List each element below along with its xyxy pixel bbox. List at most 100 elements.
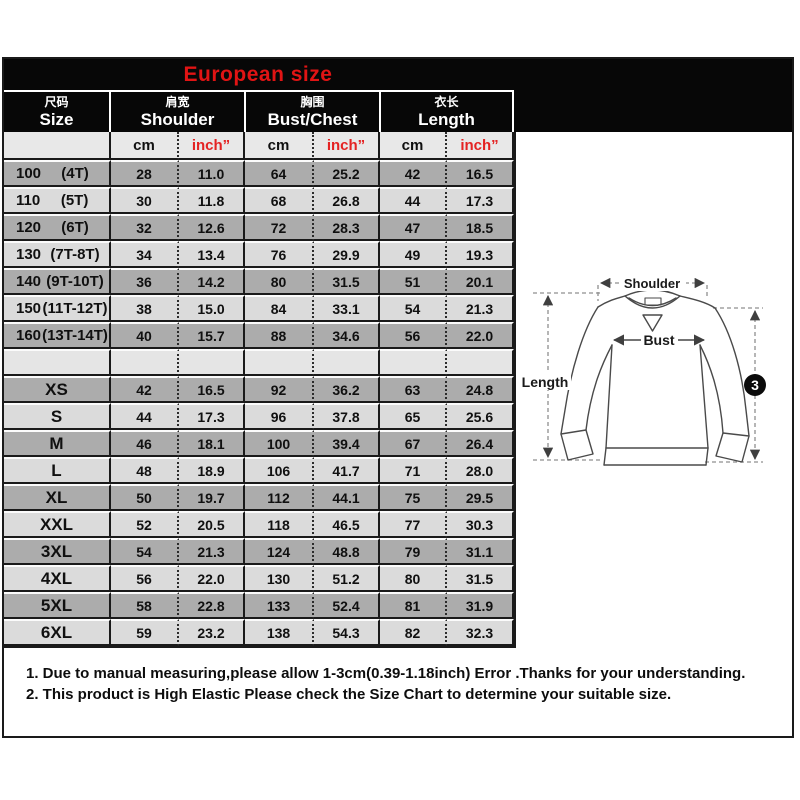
- header-length-en: Length: [418, 110, 475, 129]
- size-label-cell: 110 (5T): [4, 187, 111, 214]
- unit-blank-cell: [4, 132, 111, 160]
- inch-value-cell: 46.5: [314, 511, 380, 538]
- inch-value-cell: 31.9: [447, 592, 514, 619]
- badge-3: 3: [744, 374, 766, 396]
- inch-value-cell: 17.3: [179, 403, 245, 430]
- size-label: 5XL: [40, 595, 73, 615]
- inch-value-cell: 22.0: [179, 565, 245, 592]
- note-line-2: 2. This product is High Elastic Please c…: [26, 686, 672, 703]
- cm-value-cell: 48: [111, 457, 179, 484]
- kid-size-label: 120 (6T): [4, 219, 109, 236]
- inch-value-cell: 44.1: [314, 484, 380, 511]
- size-number: 110: [16, 192, 41, 209]
- size-label-cell: [4, 349, 111, 376]
- size-label: XL: [45, 487, 68, 507]
- inch-value-cell: 26.8: [314, 187, 380, 214]
- size-row-3xl: 3XL 54 21.3 124 48.8 79 31.1: [4, 538, 514, 565]
- notes-block: 1. Due to manual measuring,please allow …: [26, 663, 781, 705]
- unit-subheader-row: cm inch” cm inch” cm inch”: [4, 132, 514, 160]
- unit-cm-label: cm: [245, 132, 314, 160]
- size-row-120: 120 (6T) 32 12.6 72 28.3 47 18.5: [4, 214, 514, 241]
- unit-inch-label: inch”: [447, 132, 514, 160]
- size-label-cell: S: [4, 403, 111, 430]
- cm-value-cell: 52: [111, 511, 179, 538]
- cm-value-cell: [245, 349, 314, 376]
- size-number: 140: [16, 273, 42, 290]
- inch-value-cell: 14.2: [179, 268, 245, 295]
- inch-value-cell: 22.0: [447, 322, 514, 349]
- inch-value-cell: 18.5: [447, 214, 514, 241]
- header-bust-zh: 胸围: [300, 95, 325, 109]
- cm-value-cell: 56: [380, 322, 447, 349]
- size-label-cell: 4XL: [4, 565, 111, 592]
- inch-value-cell: 28.3: [314, 214, 380, 241]
- bust-label: Bust: [643, 332, 674, 348]
- inch-value-cell: 18.9: [179, 457, 245, 484]
- size-label-cell: XS: [4, 376, 111, 403]
- size-row-6xl: 6XL 59 23.2 138 54.3 82 32.3: [4, 619, 514, 646]
- size-label: XS: [45, 379, 68, 399]
- header-length-zh: 衣长: [434, 95, 459, 109]
- inch-value-cell: 48.8: [314, 538, 380, 565]
- size-number: 120: [16, 219, 42, 236]
- size-label-cell: 3XL: [4, 538, 111, 565]
- inch-value-cell: 30.3: [447, 511, 514, 538]
- size-row-4xl: 4XL 56 22.0 130 51.2 80 31.5: [4, 565, 514, 592]
- inch-value-cell: 15.0: [179, 295, 245, 322]
- inch-value-cell: 33.1: [314, 295, 380, 322]
- cm-value-cell: 75: [380, 484, 447, 511]
- size-label-cell: 6XL: [4, 619, 111, 646]
- size-age-tag: (11T-12T): [42, 300, 108, 317]
- inch-value-cell: 31.1: [447, 538, 514, 565]
- size-number: 130: [16, 246, 42, 263]
- inch-value-cell: [447, 349, 514, 376]
- badge-3-number: 3: [751, 377, 759, 393]
- inch-value-cell: 11.8: [179, 187, 245, 214]
- size-row-130: 130 (7T-8T) 34 13.4 76 29.9 49 19.3: [4, 241, 514, 268]
- cm-value-cell: 88: [245, 322, 314, 349]
- header-col-length: 衣长 Length: [381, 92, 514, 132]
- size-label: 6XL: [40, 622, 73, 642]
- cm-value-cell: 68: [245, 187, 314, 214]
- cm-value-cell: 81: [380, 592, 447, 619]
- inch-value-cell: 26.4: [447, 430, 514, 457]
- cm-value-cell: [111, 349, 179, 376]
- cm-value-cell: [380, 349, 447, 376]
- size-label: M: [49, 433, 64, 453]
- inch-value-cell: 28.0: [447, 457, 514, 484]
- inch-value-cell: 15.7: [179, 322, 245, 349]
- header-col-shoulder: 肩宽 Shoulder: [111, 92, 246, 132]
- inch-value-cell: 31.5: [314, 268, 380, 295]
- cm-value-cell: 34: [111, 241, 179, 268]
- size-label-cell: XL: [4, 484, 111, 511]
- cm-value-cell: 67: [380, 430, 447, 457]
- cm-value-cell: 77: [380, 511, 447, 538]
- size-number: 160: [16, 327, 42, 344]
- size-row-s: S 44 17.3 96 37.8 65 25.6: [4, 403, 514, 430]
- table-header-row: 尺码 Size 肩宽 Shoulder 胸围 Bust/Chest 衣长 Len…: [4, 90, 514, 132]
- cm-value-cell: 72: [245, 214, 314, 241]
- size-row-xs: XS 42 16.5 92 36.2 63 24.8: [4, 376, 514, 403]
- size-label-cell: 120 (6T): [4, 214, 111, 241]
- inch-value-cell: 32.3: [447, 619, 514, 646]
- size-row-m: M 46 18.1 100 39.4 67 26.4: [4, 430, 514, 457]
- header-shoulder-en: Shoulder: [140, 110, 215, 129]
- size-row-110: 110 (5T) 30 11.8 68 26.8 44 17.3: [4, 187, 514, 214]
- inch-value-cell: 41.7: [314, 457, 380, 484]
- inch-value-cell: 23.2: [179, 619, 245, 646]
- cm-value-cell: 118: [245, 511, 314, 538]
- kid-size-label: 140 (9T-10T): [4, 273, 109, 290]
- cm-value-cell: 65: [380, 403, 447, 430]
- size-age-tag: (5T): [60, 192, 89, 209]
- inch-value-cell: 25.6: [447, 403, 514, 430]
- cm-value-cell: 138: [245, 619, 314, 646]
- size-age-tag: (6T): [61, 219, 89, 236]
- size-label-cell: 150 (11T-12T): [4, 295, 111, 322]
- cm-value-cell: 54: [380, 295, 447, 322]
- cm-value-cell: 112: [245, 484, 314, 511]
- kid-size-label: 160 (13T-14T): [4, 327, 109, 344]
- cm-value-cell: 84: [245, 295, 314, 322]
- inch-value-cell: 34.6: [314, 322, 380, 349]
- size-number: 150: [16, 300, 42, 317]
- inch-value-cell: 29.5: [447, 484, 514, 511]
